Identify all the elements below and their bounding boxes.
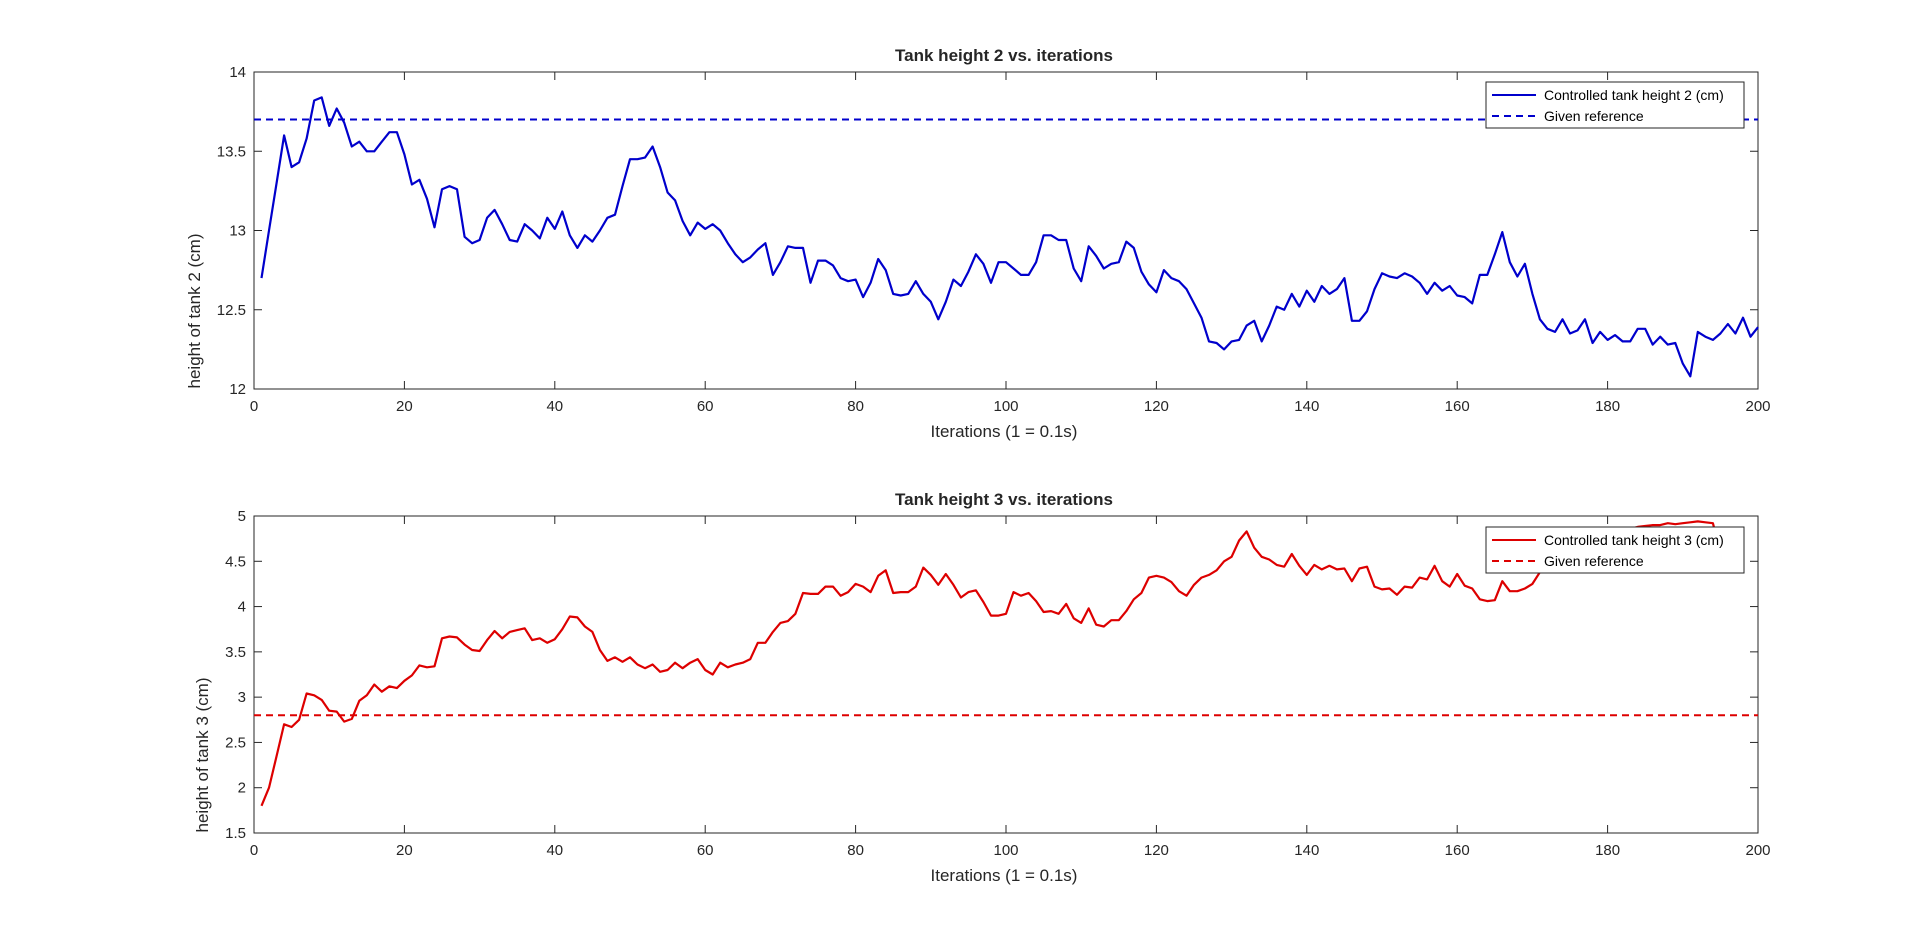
x-tick-label: 0	[250, 398, 258, 415]
x-tick-label: 140	[1294, 842, 1319, 859]
y-tick-label: 2.5	[225, 734, 246, 751]
x-tick-label: 100	[993, 398, 1018, 415]
y-tick-label: 3	[238, 689, 246, 706]
x-tick-label: 200	[1745, 842, 1770, 859]
x-tick-label: 160	[1445, 842, 1470, 859]
chart-title: Tank height 3 vs. iterations	[895, 490, 1113, 509]
x-tick-label: 0	[250, 842, 258, 859]
x-tick-label: 180	[1595, 398, 1620, 415]
y-tick-label: 4	[238, 599, 246, 616]
x-tick-label: 100	[993, 842, 1018, 859]
x-tick-label: 60	[697, 842, 714, 859]
x-tick-label: 140	[1294, 398, 1319, 415]
legend-box	[1485, 526, 1745, 574]
legend-label: Controlled tank height 3 (cm)	[1544, 532, 1724, 548]
y-tick-label: 14	[229, 64, 246, 81]
x-tick-label: 20	[396, 842, 413, 859]
x-axis-label: Iterations (1 = 0.1s)	[931, 422, 1078, 441]
legend-box	[1485, 81, 1745, 129]
y-tick-label: 12.5	[217, 302, 246, 319]
legend-label: Given reference	[1544, 553, 1644, 569]
x-tick-label: 20	[396, 398, 413, 415]
y-tick-label: 5	[238, 508, 246, 525]
chart-tank-height-2: Tank height 2 vs. iterations Iterations …	[185, 46, 1771, 441]
series-line-controlled	[260, 96, 1759, 378]
chart-tank-height-3: Tank height 3 vs. iterations Iterations …	[193, 490, 1771, 885]
x-tick-label: 40	[546, 842, 563, 859]
x-tick-label: 120	[1144, 398, 1169, 415]
y-tick-label: 12	[229, 381, 246, 398]
y-tick-label: 13.5	[217, 143, 246, 160]
y-tick-label: 3.5	[225, 644, 246, 661]
legend-label: Controlled tank height 2 (cm)	[1544, 87, 1724, 103]
x-tick-label: 40	[546, 398, 563, 415]
x-tick-label: 80	[847, 398, 864, 415]
y-tick-label: 13	[229, 223, 246, 240]
y-tick-label: 1.5	[225, 825, 246, 842]
legend: Controlled tank height 3 (cm) Given refer…	[1485, 526, 1745, 574]
y-axis-label: height of tank 3 (cm)	[193, 678, 212, 833]
x-tick-label: 180	[1595, 842, 1620, 859]
x-tick-label: 160	[1445, 398, 1470, 415]
x-tick-label: 120	[1144, 842, 1169, 859]
x-tick-label: 80	[847, 842, 864, 859]
y-tick-label: 2	[238, 780, 246, 797]
x-tick-label: 60	[697, 398, 714, 415]
y-axis-label: height of tank 2 (cm)	[185, 234, 204, 389]
y-tick-label: 4.5	[225, 553, 246, 570]
chart-title: Tank height 2 vs. iterations	[895, 46, 1113, 65]
x-tick-label: 200	[1745, 398, 1770, 415]
series-line-controlled	[260, 520, 1722, 807]
x-axis-label: Iterations (1 = 0.1s)	[931, 866, 1078, 885]
legend: Controlled tank height 2 (cm) Given refer…	[1485, 81, 1745, 129]
legend-label: Given reference	[1544, 108, 1644, 124]
